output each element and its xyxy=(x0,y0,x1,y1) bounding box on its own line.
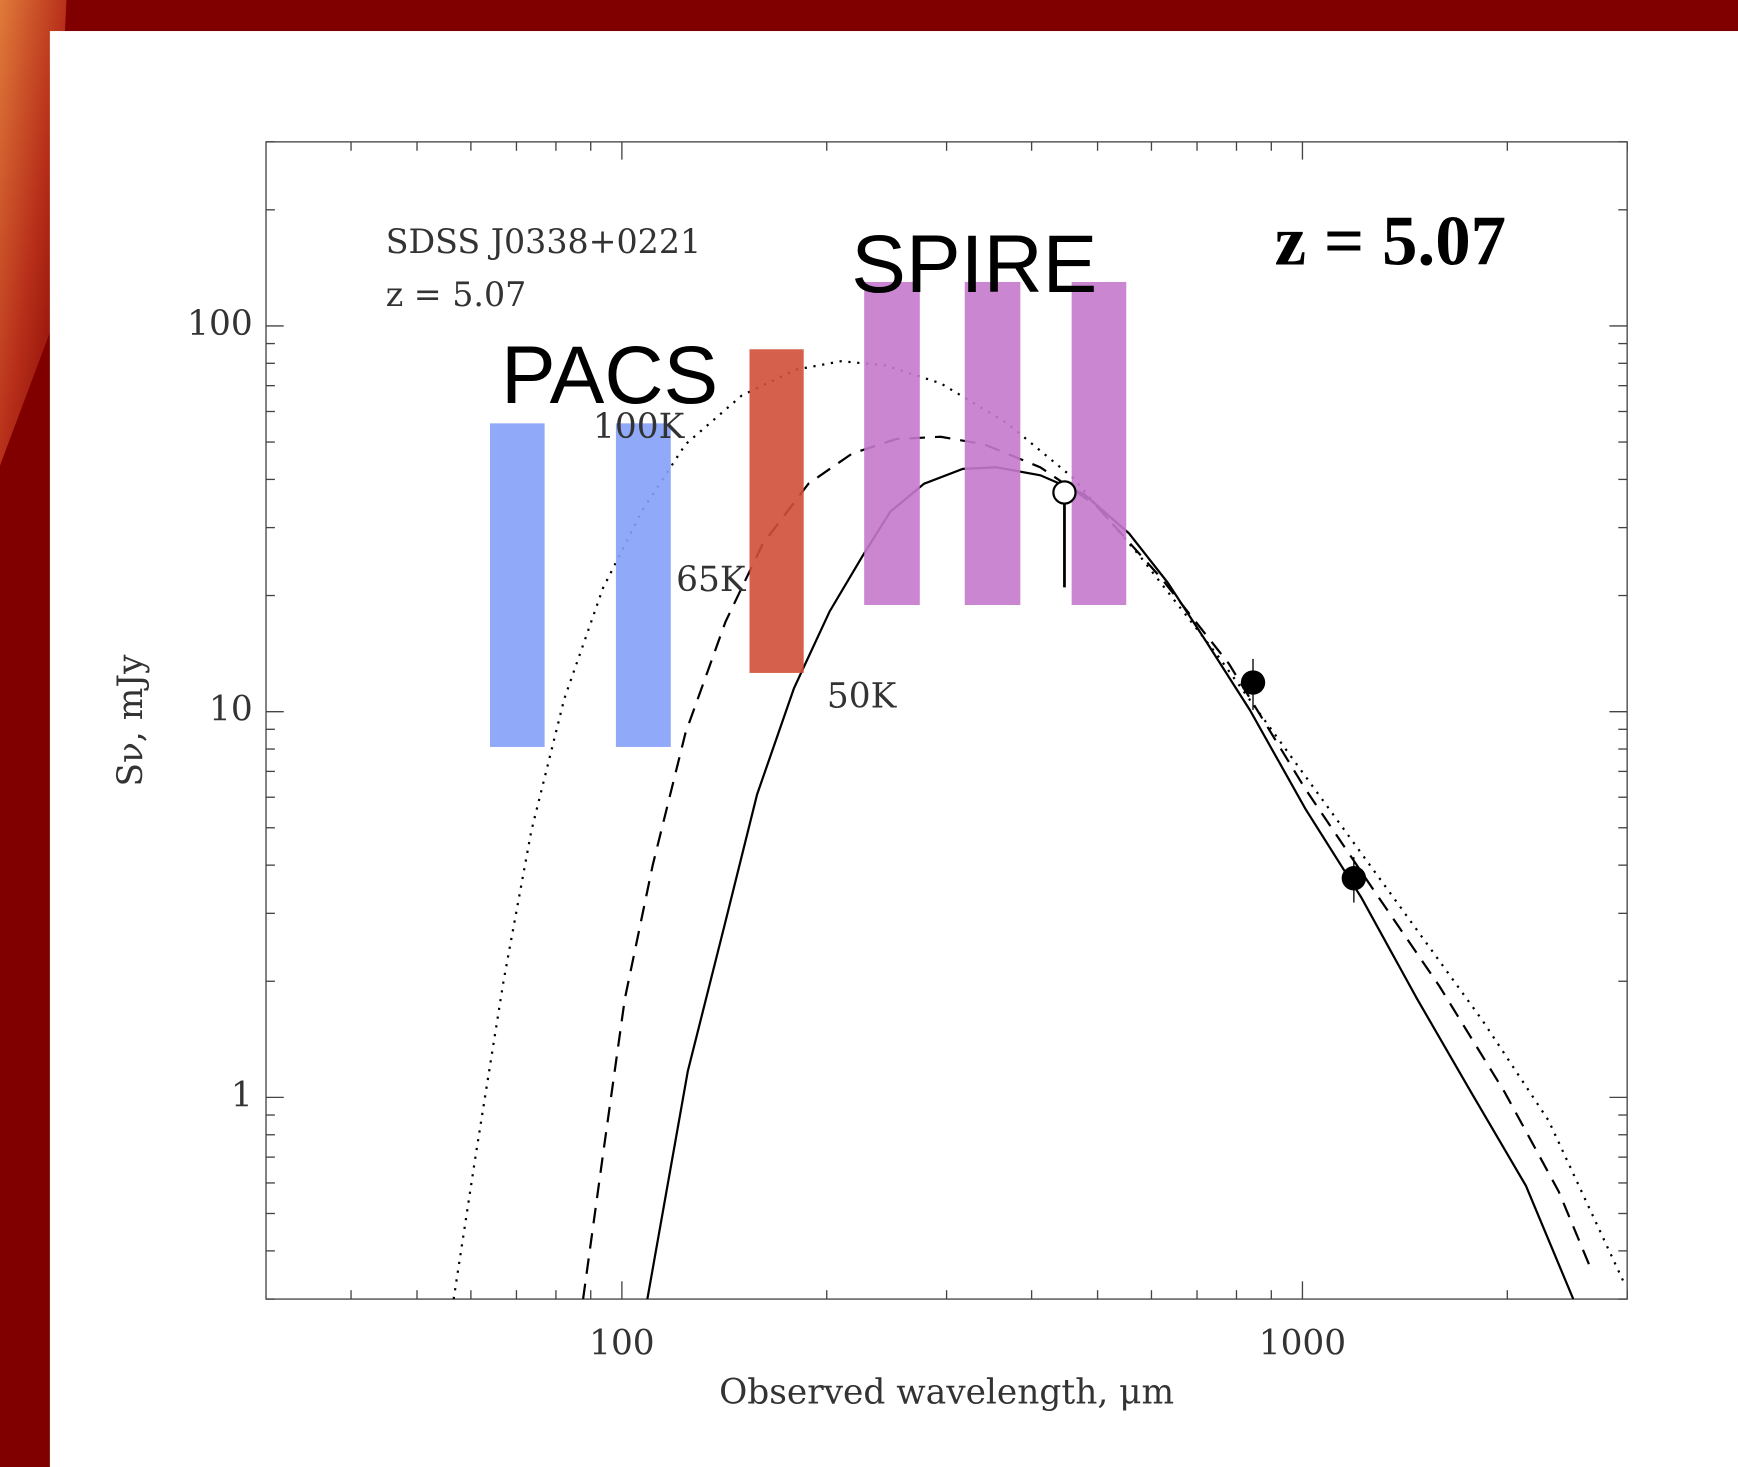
y-tick-label: 1 xyxy=(231,1075,253,1115)
slide: Observed wavelength, μm Sν, mJy 100 1000 1… xyxy=(0,0,1738,1467)
annotation: z = 5.07 xyxy=(1275,203,1506,281)
y-axis-label: Sν, mJy xyxy=(111,654,151,787)
data-point xyxy=(1342,866,1366,890)
y-tick-label: 100 xyxy=(187,304,253,344)
filter-band xyxy=(965,282,1021,605)
curve-label: 50K xyxy=(827,676,898,716)
x-tick-label: 1000 xyxy=(1259,1324,1346,1364)
filter-band xyxy=(864,282,920,605)
filter-band xyxy=(749,349,803,673)
y-tick-label: 10 xyxy=(209,690,253,730)
filter-band xyxy=(1072,282,1127,605)
filter-band xyxy=(490,423,545,747)
annotation: SPIRE xyxy=(851,219,1097,310)
filter-band xyxy=(616,423,671,747)
annotation: z = 5.07 xyxy=(386,275,527,314)
page: {"chart_data": { "type": "line", "xlabel… xyxy=(0,0,1738,1467)
annotation: SDSS J0338+0221 xyxy=(386,222,701,261)
x-axis-label: Observed wavelength, μm xyxy=(719,1372,1174,1412)
data-point xyxy=(1241,670,1265,694)
limit-point xyxy=(1053,481,1075,503)
curve-label: 65K xyxy=(676,560,747,600)
x-tick-label: 100 xyxy=(589,1324,655,1364)
curve-label: 100K xyxy=(593,407,686,447)
